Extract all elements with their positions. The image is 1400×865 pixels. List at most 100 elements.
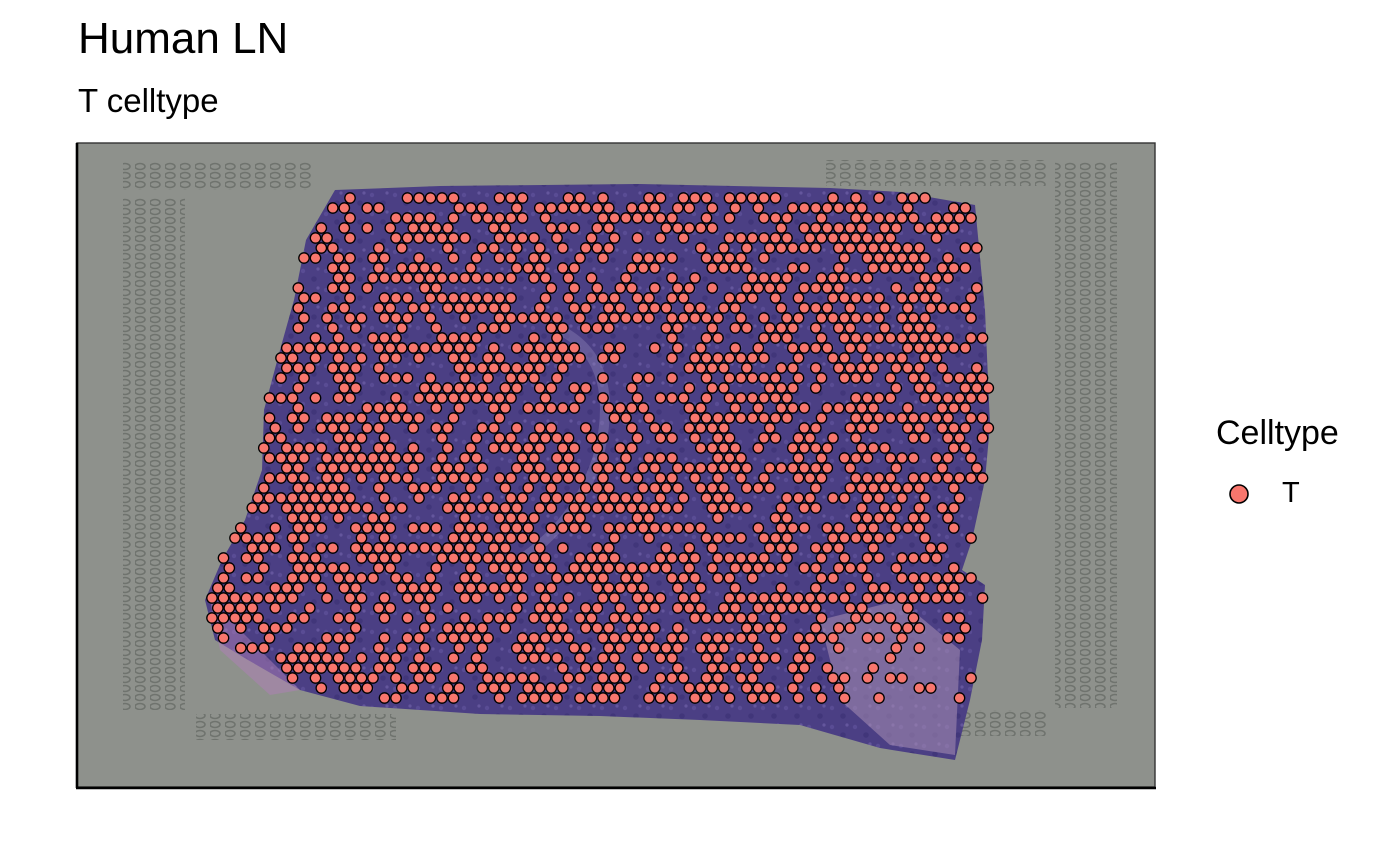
spot-T-940 [591,462,604,474]
spot-T-1679 [338,662,351,674]
spot-T-1269 [378,552,391,564]
spot-T-383 [798,302,811,314]
spot-T-240 [625,262,638,274]
spot-T-844 [953,432,966,444]
spot-T-713 [453,402,466,414]
spot-T-1615 [292,642,305,654]
spot-T-1197 [286,532,299,544]
spot-T-1077 [873,492,885,504]
spot-T-870 [717,442,730,454]
spot-T-303 [648,282,661,294]
spot-T-1585 [516,632,529,644]
spot-T-114 [694,222,707,234]
spot-T-795 [648,422,661,434]
spot-T-981 [562,472,575,484]
spot-T-118 [809,222,822,234]
spot-T-1385 [280,582,293,594]
spot-T-1644 [286,652,299,664]
spot-T-1721 [620,672,632,684]
spot-T-1591 [608,632,621,644]
spot-T-1166 [510,522,523,534]
spot-T-1483 [591,602,604,614]
spot-T-391 [947,302,960,314]
spot-T-399 [401,312,414,324]
spot-T-1783 [666,692,678,704]
spot-T-1588 [551,632,563,644]
spot-T-675 [424,392,437,404]
spot-T-612 [505,372,517,384]
spot-T-1369 [712,572,724,584]
spot-T-195 [298,252,310,264]
spot-T-1018 [522,482,535,494]
spot-T-1522 [608,612,621,624]
spot-T-668 [275,392,287,404]
spot-T-413 [643,312,655,324]
spot-T-1455 [827,592,839,604]
spot-T-656 [717,382,730,394]
spot-T-824 [539,432,552,444]
spot-T-200 [378,252,391,264]
spot-T-1243 [487,542,500,554]
spot-T-1026 [671,482,684,494]
spot-T-826 [562,432,575,444]
spot-T-974 [459,472,471,484]
spot-T-1100 [533,502,546,514]
spot-T-1178 [671,522,684,534]
spot-T-337 [608,292,621,304]
spot-T-942 [614,462,627,474]
spot-T-1630 [614,642,627,654]
spot-T-867 [625,442,638,454]
spot-T-1677 [315,662,328,674]
spot-T-398 [390,312,402,324]
spot-T-1705 [344,672,356,684]
spot-T-407 [551,312,563,324]
spot-T-1133 [505,512,517,524]
spot-T-1437 [539,592,552,604]
spot-T-113 [683,222,696,234]
spot-T-715 [499,402,512,414]
spot-T-1275 [482,552,494,564]
spot-T-1678 [326,662,339,674]
spot-T-906 [666,452,678,464]
spot-T-1301 [919,552,931,564]
spot-T-301 [614,282,627,294]
spot-T-640 [349,382,362,394]
spot-T-214 [700,252,713,264]
spot-T-978 [528,472,540,484]
spot-T-791 [533,422,546,434]
spot-T-74 [608,212,621,224]
spot-T-1062 [597,492,609,504]
spot-T-128 [947,222,960,234]
spot-T-141 [516,232,529,244]
spot-T-931 [430,462,443,474]
spot-T-463 [367,332,379,344]
spot-T-1466 [976,592,989,604]
spot-T-1542 [257,622,270,634]
spot-T-1727 [735,672,747,684]
spot-T-1078 [896,492,908,504]
spot-T-743 [298,412,310,424]
spot-T-1670 [769,652,782,664]
spot-T-396 [355,312,368,324]
spot-T-1746 [499,682,512,694]
spot-T-1263 [252,552,264,564]
spot-T-497 [349,342,362,354]
spot-T-730 [786,402,799,414]
spot-T-673 [390,392,402,404]
spot-T-43 [625,202,638,214]
spot-T-437 [430,322,443,334]
spot-T-207 [539,252,552,264]
spot-T-440 [499,322,512,334]
spot-T-348 [838,292,851,304]
spot-T-554 [700,352,713,364]
spot-T-1521 [585,612,598,624]
spot-T-523 [809,342,822,354]
spot-T-456 [844,322,857,334]
spot-T-986 [654,472,667,484]
spot-T-107 [556,222,569,234]
spot-T-1066 [654,492,667,504]
spot-T-20 [758,192,770,204]
spot-T-1363 [597,572,609,584]
spot-T-858 [487,442,500,454]
spot-T-76 [631,212,644,224]
